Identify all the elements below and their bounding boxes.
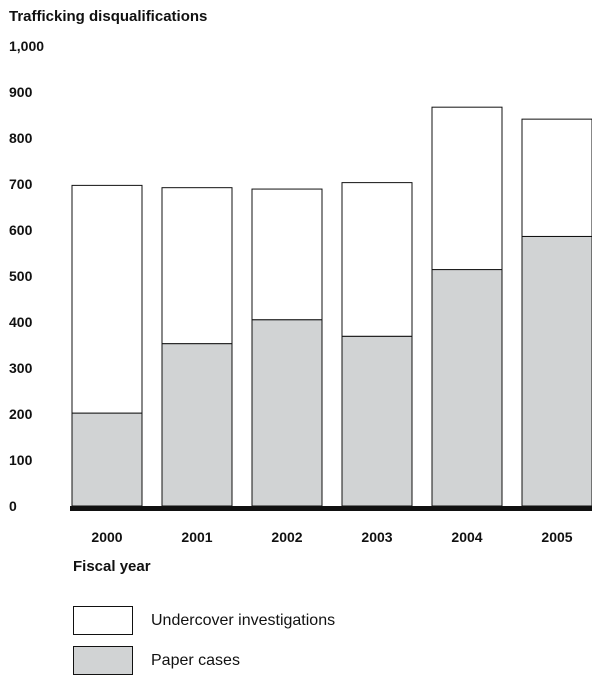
y-tick-900: 900 (9, 84, 33, 100)
bar-paper-2000 (71, 412, 143, 507)
x-axis-baseline (70, 506, 592, 511)
bar-undercover-2003 (341, 182, 413, 337)
legend-swatch-paper (73, 646, 133, 675)
bars (71, 106, 592, 507)
legend-swatch-undercover (73, 606, 133, 635)
x-tick-2004: 2004 (451, 529, 482, 545)
x-tick-2002: 2002 (271, 529, 302, 545)
y-tick-300: 300 (9, 360, 33, 376)
y-tick-labels: 0 100 200 300 400 500 600 700 800 900 1,000 (9, 38, 44, 514)
y-tick-400: 400 (9, 314, 33, 330)
bar-paper-2002 (251, 319, 323, 507)
y-tick-500: 500 (9, 268, 33, 284)
bar-undercover-2004 (431, 106, 503, 271)
y-tick-100: 100 (9, 452, 33, 468)
bar-undercover-2005 (521, 118, 592, 237)
y-tick-200: 200 (9, 406, 33, 422)
x-tick-2003: 2003 (361, 529, 392, 545)
x-tick-2001: 2001 (181, 529, 212, 545)
legend: Undercover investigations Paper cases (73, 605, 335, 685)
legend-label-paper: Paper cases (151, 651, 240, 669)
legend-label-undercover: Undercover investigations (151, 611, 336, 629)
y-tick-800: 800 (9, 130, 33, 146)
legend-item-undercover: Undercover investigations (73, 605, 335, 636)
x-axis-title: Fiscal year (73, 558, 151, 575)
bar-paper-2004 (431, 269, 503, 507)
y-tick-600: 600 (9, 222, 33, 238)
legend-item-paper: Paper cases (73, 645, 335, 676)
bar-paper-2001 (161, 343, 233, 507)
y-tick-0: 0 (9, 498, 17, 514)
bar-paper-2005 (521, 235, 592, 507)
y-tick-1000: 1,000 (9, 38, 44, 54)
bar-undercover-2002 (251, 188, 323, 321)
y-axis-title: Trafficking disqualifications (9, 8, 208, 25)
bar-undercover-2001 (161, 187, 233, 345)
x-tick-2005: 2005 (541, 529, 572, 545)
x-tick-2000: 2000 (91, 529, 122, 545)
bar-paper-2003 (341, 335, 413, 507)
category-labels: 2000 2001 2002 2003 2004 2005 (91, 529, 572, 545)
y-tick-700: 700 (9, 176, 33, 192)
bar-undercover-2000 (71, 184, 143, 414)
